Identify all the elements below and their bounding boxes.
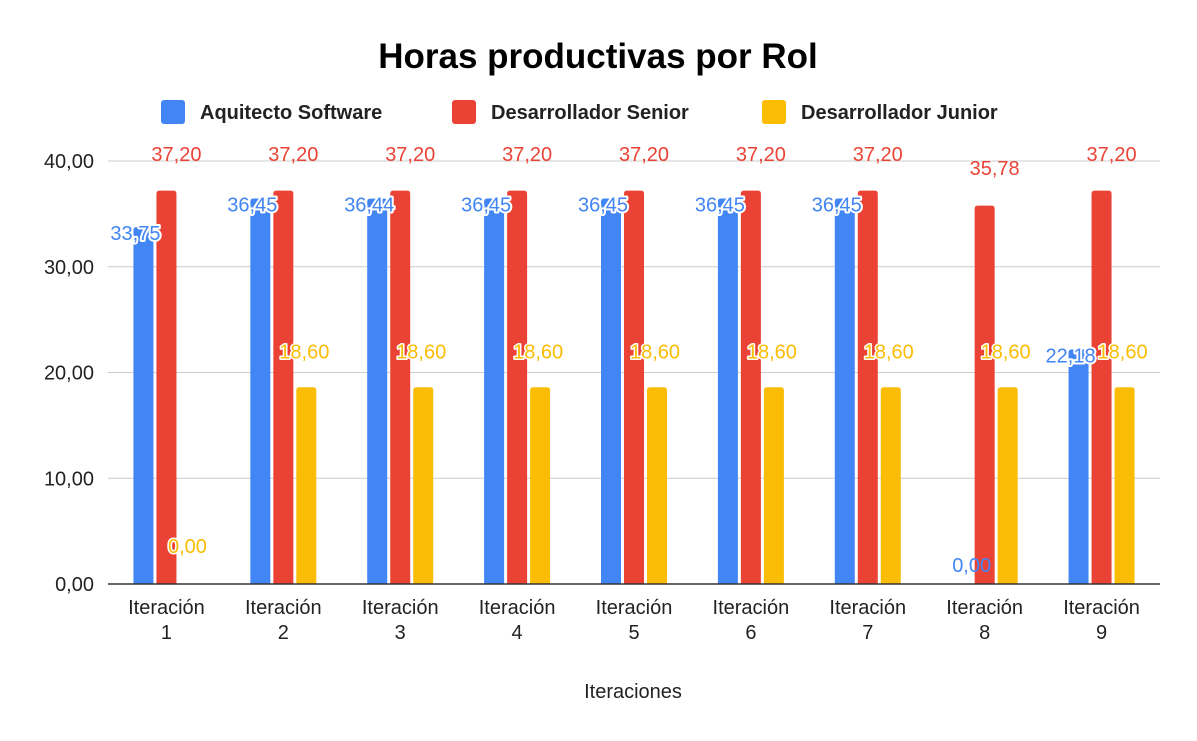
x-tick-label-line: 4 xyxy=(512,622,523,644)
data-label-s1-c9: 22,18 xyxy=(1046,345,1096,367)
bar-s1-c4 xyxy=(484,198,505,584)
bar-s2-c3 xyxy=(390,190,411,585)
bar-s2-c4 xyxy=(507,190,528,585)
data-label-s3-c5: 18,60 xyxy=(630,341,680,363)
x-tick-label-line: Iteración xyxy=(713,597,790,619)
y-axis: 0,00 10,00 20,00 30,00 40,00 xyxy=(44,151,94,596)
x-tick-label-line: Iteración xyxy=(362,597,439,619)
data-label-s2-c2: 37,20 xyxy=(268,144,318,166)
bar-s2-c1 xyxy=(156,190,177,585)
bar-s1-c7 xyxy=(834,198,855,584)
bar-s2-c5 xyxy=(624,190,644,585)
legend-swatch-2 xyxy=(452,100,476,124)
legend-swatch-1 xyxy=(161,100,185,124)
x-tick-label: Iteración 7 xyxy=(829,597,906,644)
bar-s1-c5 xyxy=(601,198,621,584)
x-tick-label: Iteración 4 xyxy=(479,597,556,644)
bar-s3-c2 xyxy=(296,387,317,584)
bar-s1-c1 xyxy=(133,227,154,584)
data-label-s3-c4: 18,60 xyxy=(513,341,563,363)
x-tick-label-line: Iteración xyxy=(946,597,1023,619)
data-label-s2-c5: 37,20 xyxy=(619,144,669,166)
bar-s3-c6 xyxy=(763,387,784,584)
x-tick-label: Iteración 5 xyxy=(596,597,673,644)
chart-title: Horas productivas por Rol xyxy=(378,37,818,76)
data-label-s2-c3: 37,20 xyxy=(385,144,435,166)
y-tick-label: 0,00 xyxy=(55,574,94,596)
bar-s2-c6 xyxy=(740,190,761,585)
data-label-s1-c7: 36,45 xyxy=(812,195,862,217)
data-label-s1-c2: 36,45 xyxy=(227,195,277,217)
x-tick-label-line: Iteración xyxy=(596,597,673,619)
bar-s2-c7 xyxy=(857,190,878,585)
data-label-s1-c1: 33,75 xyxy=(110,223,160,245)
data-label-s2-c8: 35,78 xyxy=(970,158,1020,180)
x-tick-label-line: 8 xyxy=(979,622,990,644)
bar-s2-c2 xyxy=(273,190,294,585)
data-label-s3-c1: 0,00 xyxy=(168,536,207,558)
data-label-s3-c2: 18,60 xyxy=(279,341,329,363)
x-tick-label-line: 6 xyxy=(745,622,756,644)
bar-s2-c8 xyxy=(974,205,995,584)
data-label-s2-c1: 37,20 xyxy=(151,144,201,166)
bar-s1-c6 xyxy=(717,198,738,584)
data-label-s2-c7: 37,20 xyxy=(853,144,903,166)
x-tick-label-line: 9 xyxy=(1096,622,1107,644)
bar-s1-c3 xyxy=(367,198,388,584)
bar-s3-c8 xyxy=(997,387,1018,584)
legend-swatch-3 xyxy=(762,100,786,124)
x-tick-label-line: Iteración xyxy=(1063,597,1140,619)
data-label-s3-c3: 18,60 xyxy=(396,341,446,363)
x-tick-label: Iteración 6 xyxy=(713,597,790,644)
x-tick-label-line: Iteración xyxy=(479,597,556,619)
data-label-s1-c4: 36,45 xyxy=(461,195,511,217)
y-tick-label: 30,00 xyxy=(44,257,94,279)
legend-label-1: Aquitecto Software xyxy=(200,102,382,124)
data-label-s2-c4: 37,20 xyxy=(502,144,552,166)
x-tick-label: Iteración 2 xyxy=(245,597,322,644)
legend-label-2: Desarrollador Senior xyxy=(491,102,689,124)
x-tick-label-line: 5 xyxy=(628,622,639,644)
x-tick-label-line: 3 xyxy=(395,622,406,644)
legend: Aquitecto Software Desarrollador Senior De… xyxy=(161,100,998,124)
bar-s3-c7 xyxy=(880,387,901,584)
data-label-s3-c6: 18,60 xyxy=(747,341,797,363)
x-axis-title: Iteraciones xyxy=(584,681,682,703)
bar-s2-c9 xyxy=(1091,190,1112,585)
bar-s1-c9 xyxy=(1068,349,1089,584)
bar-s3-c9 xyxy=(1114,387,1135,584)
y-tick-label: 40,00 xyxy=(44,151,94,173)
x-tick-label-line: Iteración xyxy=(829,597,906,619)
x-tick-label-line: 1 xyxy=(161,622,172,644)
bar-s1-c2 xyxy=(250,198,271,584)
bars xyxy=(133,190,1135,585)
data-label-s1-c3: 36,44 xyxy=(344,195,394,217)
data-label-s1-c8: 0,00 xyxy=(952,555,991,577)
legend-label-3: Desarrollador Junior xyxy=(801,102,998,124)
bar-s3-c5 xyxy=(647,387,667,584)
x-tick-label: Iteración 8 xyxy=(946,597,1023,644)
y-tick-label: 10,00 xyxy=(44,468,94,490)
data-label-s3-c9: 18,60 xyxy=(1098,341,1148,363)
x-tick-label: Iteración 9 xyxy=(1063,597,1140,644)
x-tick-label: Iteración 3 xyxy=(362,597,439,644)
bar-s3-c3 xyxy=(413,387,434,584)
bar-s3-c4 xyxy=(530,387,551,584)
data-label-s3-c8: 18,60 xyxy=(981,341,1031,363)
data-label-s2-c9: 37,20 xyxy=(1087,144,1137,166)
x-tick-label-line: 2 xyxy=(278,622,289,644)
x-tick-label-line: Iteración xyxy=(245,597,322,619)
data-label-s1-c6: 36,45 xyxy=(695,195,745,217)
x-tick-label-line: 7 xyxy=(862,622,873,644)
data-label-s3-c7: 18,60 xyxy=(864,341,914,363)
x-axis: Iteración 1 Iteración 2 Iteración 3 Iteración 4… xyxy=(108,583,1160,644)
y-tick-label: 20,00 xyxy=(44,363,94,385)
data-label-s2-c6: 37,20 xyxy=(736,144,786,166)
x-tick-label: Iteración 1 xyxy=(128,597,205,644)
x-tick-label-line: Iteración xyxy=(128,597,205,619)
data-label-s1-c5: 36,45 xyxy=(578,195,628,217)
data-labels: 33,75 37,20 0,00 36,45 37,20 18,60 36,44 37,20 1… xyxy=(108,144,1149,577)
